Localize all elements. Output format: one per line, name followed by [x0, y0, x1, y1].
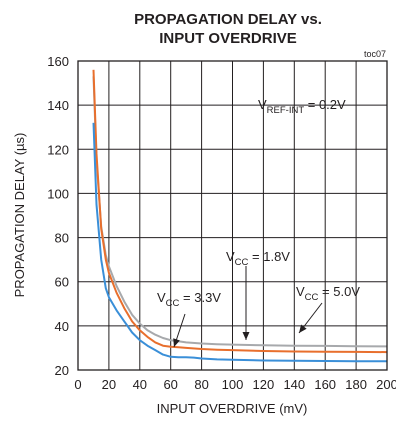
annotation-vcc33-rest: = 3.3V: [179, 290, 221, 305]
annotation-vcc18-arrowhead: [242, 332, 250, 340]
x-tick-label: 0: [74, 377, 81, 392]
y-tick-label: 100: [47, 186, 69, 201]
y-tick-label: 40: [55, 319, 69, 334]
annotation-vcc18-main: V: [226, 249, 235, 264]
x-tick-label: 80: [194, 377, 208, 392]
x-tick-label: 140: [283, 377, 305, 392]
annotation-vcc50-sub: CC: [305, 292, 319, 303]
annotation-vcc18-sub: CC: [235, 257, 249, 268]
x-tick-label: 20: [102, 377, 116, 392]
y-tick-label: 120: [47, 142, 69, 157]
series-group: [92, 69, 388, 363]
annotation-vcc33-arrowhead: [173, 338, 180, 347]
y-tick-label: 60: [55, 275, 69, 290]
x-axis-label: INPUT OVERDRIVE (mV): [157, 401, 308, 416]
annotation-vref-sub: REF-INT: [267, 105, 305, 116]
y-tick-label: 20: [55, 363, 69, 378]
x-tick-label: 100: [222, 377, 244, 392]
y-tick-labels: 20 40 60 80 100 120 140 160: [47, 54, 69, 378]
x-tick-label: 40: [133, 377, 147, 392]
annotation-vcc18-rest: = 1.8V: [248, 249, 290, 264]
chart-title-line1: PROPAGATION DELAY vs.: [134, 11, 322, 28]
annotation-vcc50-main: V: [296, 284, 305, 299]
x-tick-label: 120: [253, 377, 275, 392]
x-tick-label: 180: [345, 377, 367, 392]
plot-frame: [77, 60, 388, 371]
annotation-vcc50-rest: = 5.0V: [318, 284, 360, 299]
annotation-vcc50: VCC = 5.0V: [296, 284, 360, 303]
x-tick-labels: 0 20 40 60 80 100 120 140 160 180 200: [74, 377, 396, 392]
annotation-vcc33-main: V: [157, 290, 166, 305]
annotation-vcc50-arrowhead: [299, 324, 307, 333]
figure-tag: toc07: [364, 49, 386, 59]
annotation-vref-main: V: [258, 97, 267, 112]
annotation-vcc18: VCC = 1.8V: [226, 249, 290, 268]
x-tick-label: 160: [314, 377, 336, 392]
annotation-vref-rest: = 0.2V: [304, 97, 346, 112]
x-tick-label: 200: [376, 377, 396, 392]
series-line-2: [92, 122, 387, 363]
chart-title-line2: INPUT OVERDRIVE: [159, 30, 297, 47]
y-tick-label: 160: [47, 54, 69, 69]
series-line-1: [92, 69, 388, 354]
annotation-vcc33: VCC = 3.3V: [157, 290, 221, 309]
annotation-vref: VREF-INT = 0.2V: [258, 97, 346, 116]
y-tick-label: 140: [47, 98, 69, 113]
y-tick-label: 80: [55, 231, 69, 246]
annotation-vcc33-sub: CC: [166, 298, 180, 309]
series-line-0: [92, 76, 388, 348]
y-axis-label: PROPAGATION DELAY (µs): [12, 133, 27, 298]
x-tick-label: 60: [163, 377, 177, 392]
